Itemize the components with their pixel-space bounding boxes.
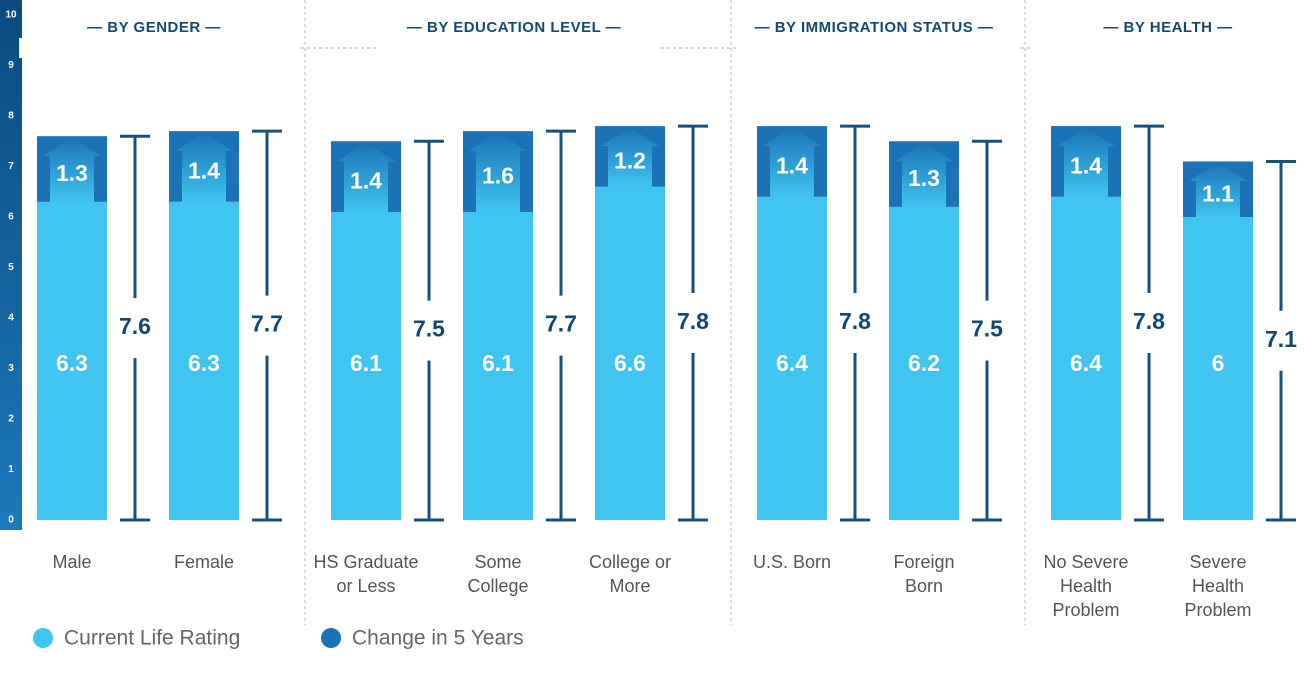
total-label: 7.1 [1265, 326, 1297, 352]
group-title: — BY EDUCATION LEVEL — [407, 19, 621, 36]
category-line: U.S. Born [753, 552, 831, 572]
y-tick-label: 6 [8, 212, 14, 223]
title-bg [19, 38, 299, 58]
category-label: Some College [467, 552, 528, 596]
change-label: 1.4 [188, 158, 220, 184]
category-line: More [609, 576, 650, 596]
category-line: College [467, 576, 528, 596]
legend-label: Current Life Rating [64, 627, 240, 650]
total-label: 7.8 [677, 308, 709, 334]
category-line: Male [52, 552, 91, 572]
bar-current [331, 211, 401, 520]
total-label: 7.6 [119, 313, 151, 339]
change-label: 1.2 [614, 147, 646, 173]
category-line: Problem [1184, 600, 1251, 620]
current-label: 6.6 [614, 350, 646, 376]
y-tick-label: 8 [8, 111, 14, 122]
total-label: 7.5 [971, 316, 1003, 342]
change-label: 1.4 [350, 168, 382, 194]
category-line: Some [474, 552, 521, 572]
current-label: 6.1 [350, 350, 382, 376]
category-label: Foreign Born [893, 552, 954, 596]
category-line: Health [1192, 576, 1244, 596]
legend-swatch [33, 628, 53, 648]
category-label: U.S. Born [753, 552, 831, 572]
bar-current [1051, 196, 1121, 521]
change-arrow [1189, 162, 1247, 217]
change-label: 1.4 [1070, 153, 1102, 179]
total-label: 7.7 [251, 311, 283, 337]
category-line: Severe [1189, 552, 1246, 572]
category-label: Severe Health Problem [1184, 552, 1251, 620]
current-label: 6 [1212, 350, 1225, 376]
y-tick-label: 1 [8, 464, 14, 475]
change-arrow [763, 127, 821, 197]
category-line: Born [905, 576, 943, 596]
y-tick-label: 0 [8, 515, 14, 526]
change-label: 1.6 [482, 163, 514, 189]
y-tick-label: 4 [8, 313, 14, 324]
category-label: No Severe Health Problem [1043, 552, 1128, 620]
bar-current [1183, 217, 1253, 520]
category-label: College or More [589, 552, 671, 596]
total-label: 7.7 [545, 311, 577, 337]
category-line: Foreign [893, 552, 954, 572]
change-arrow [43, 137, 101, 202]
current-label: 6.3 [56, 350, 88, 376]
y-tick-label: 3 [8, 363, 14, 374]
legend-label: Change in 5 Years [352, 627, 524, 650]
total-label: 7.8 [1133, 308, 1165, 334]
category-label: Male [52, 552, 91, 572]
category-line: Female [174, 552, 234, 572]
category-line: Problem [1052, 600, 1119, 620]
category-line: Health [1060, 576, 1112, 596]
category-line: HS Graduate [313, 552, 418, 572]
change-label: 1.1 [1202, 180, 1234, 206]
current-label: 6.2 [908, 350, 940, 376]
change-arrow [601, 127, 659, 187]
legend-swatch [321, 628, 341, 648]
change-arrow [175, 132, 233, 202]
change-arrow [337, 142, 395, 212]
current-label: 6.4 [776, 350, 808, 376]
bar-current [889, 206, 959, 520]
y-axis-bar [0, 0, 22, 530]
current-label: 6.1 [482, 350, 514, 376]
y-tick-label: 2 [8, 414, 14, 425]
title-bg [739, 38, 1019, 58]
bar-current [169, 201, 239, 520]
group-title: — BY IMMIGRATION STATUS — [755, 19, 994, 36]
bar-current [757, 196, 827, 521]
category-line: No Severe [1043, 552, 1128, 572]
change-label: 1.3 [56, 160, 88, 186]
bar-current [37, 201, 107, 520]
category-line: College or [589, 552, 671, 572]
group-title: — BY HEALTH — [1103, 19, 1232, 36]
bar-current [463, 211, 533, 520]
current-label: 6.3 [188, 350, 220, 376]
bar-current [595, 186, 665, 520]
change-arrow [1057, 127, 1115, 197]
title-bg [1033, 38, 1307, 58]
category-label: HS Graduate or Less [313, 552, 418, 596]
change-arrow [895, 142, 953, 207]
total-label: 7.5 [413, 316, 445, 342]
y-tick-label: 7 [8, 161, 14, 172]
y-tick-label: 10 [5, 10, 17, 21]
y-tick-label: 9 [8, 60, 14, 71]
y-tick-label: 5 [8, 262, 14, 273]
change-arrow [469, 132, 527, 212]
total-label: 7.8 [839, 308, 871, 334]
change-label: 1.3 [908, 165, 940, 191]
change-label: 1.4 [776, 153, 808, 179]
current-label: 6.4 [1070, 350, 1102, 376]
group-title: — BY GENDER — [87, 19, 221, 36]
category-label: Female [174, 552, 234, 572]
title-bg [379, 38, 659, 58]
category-line: or Less [336, 576, 395, 596]
